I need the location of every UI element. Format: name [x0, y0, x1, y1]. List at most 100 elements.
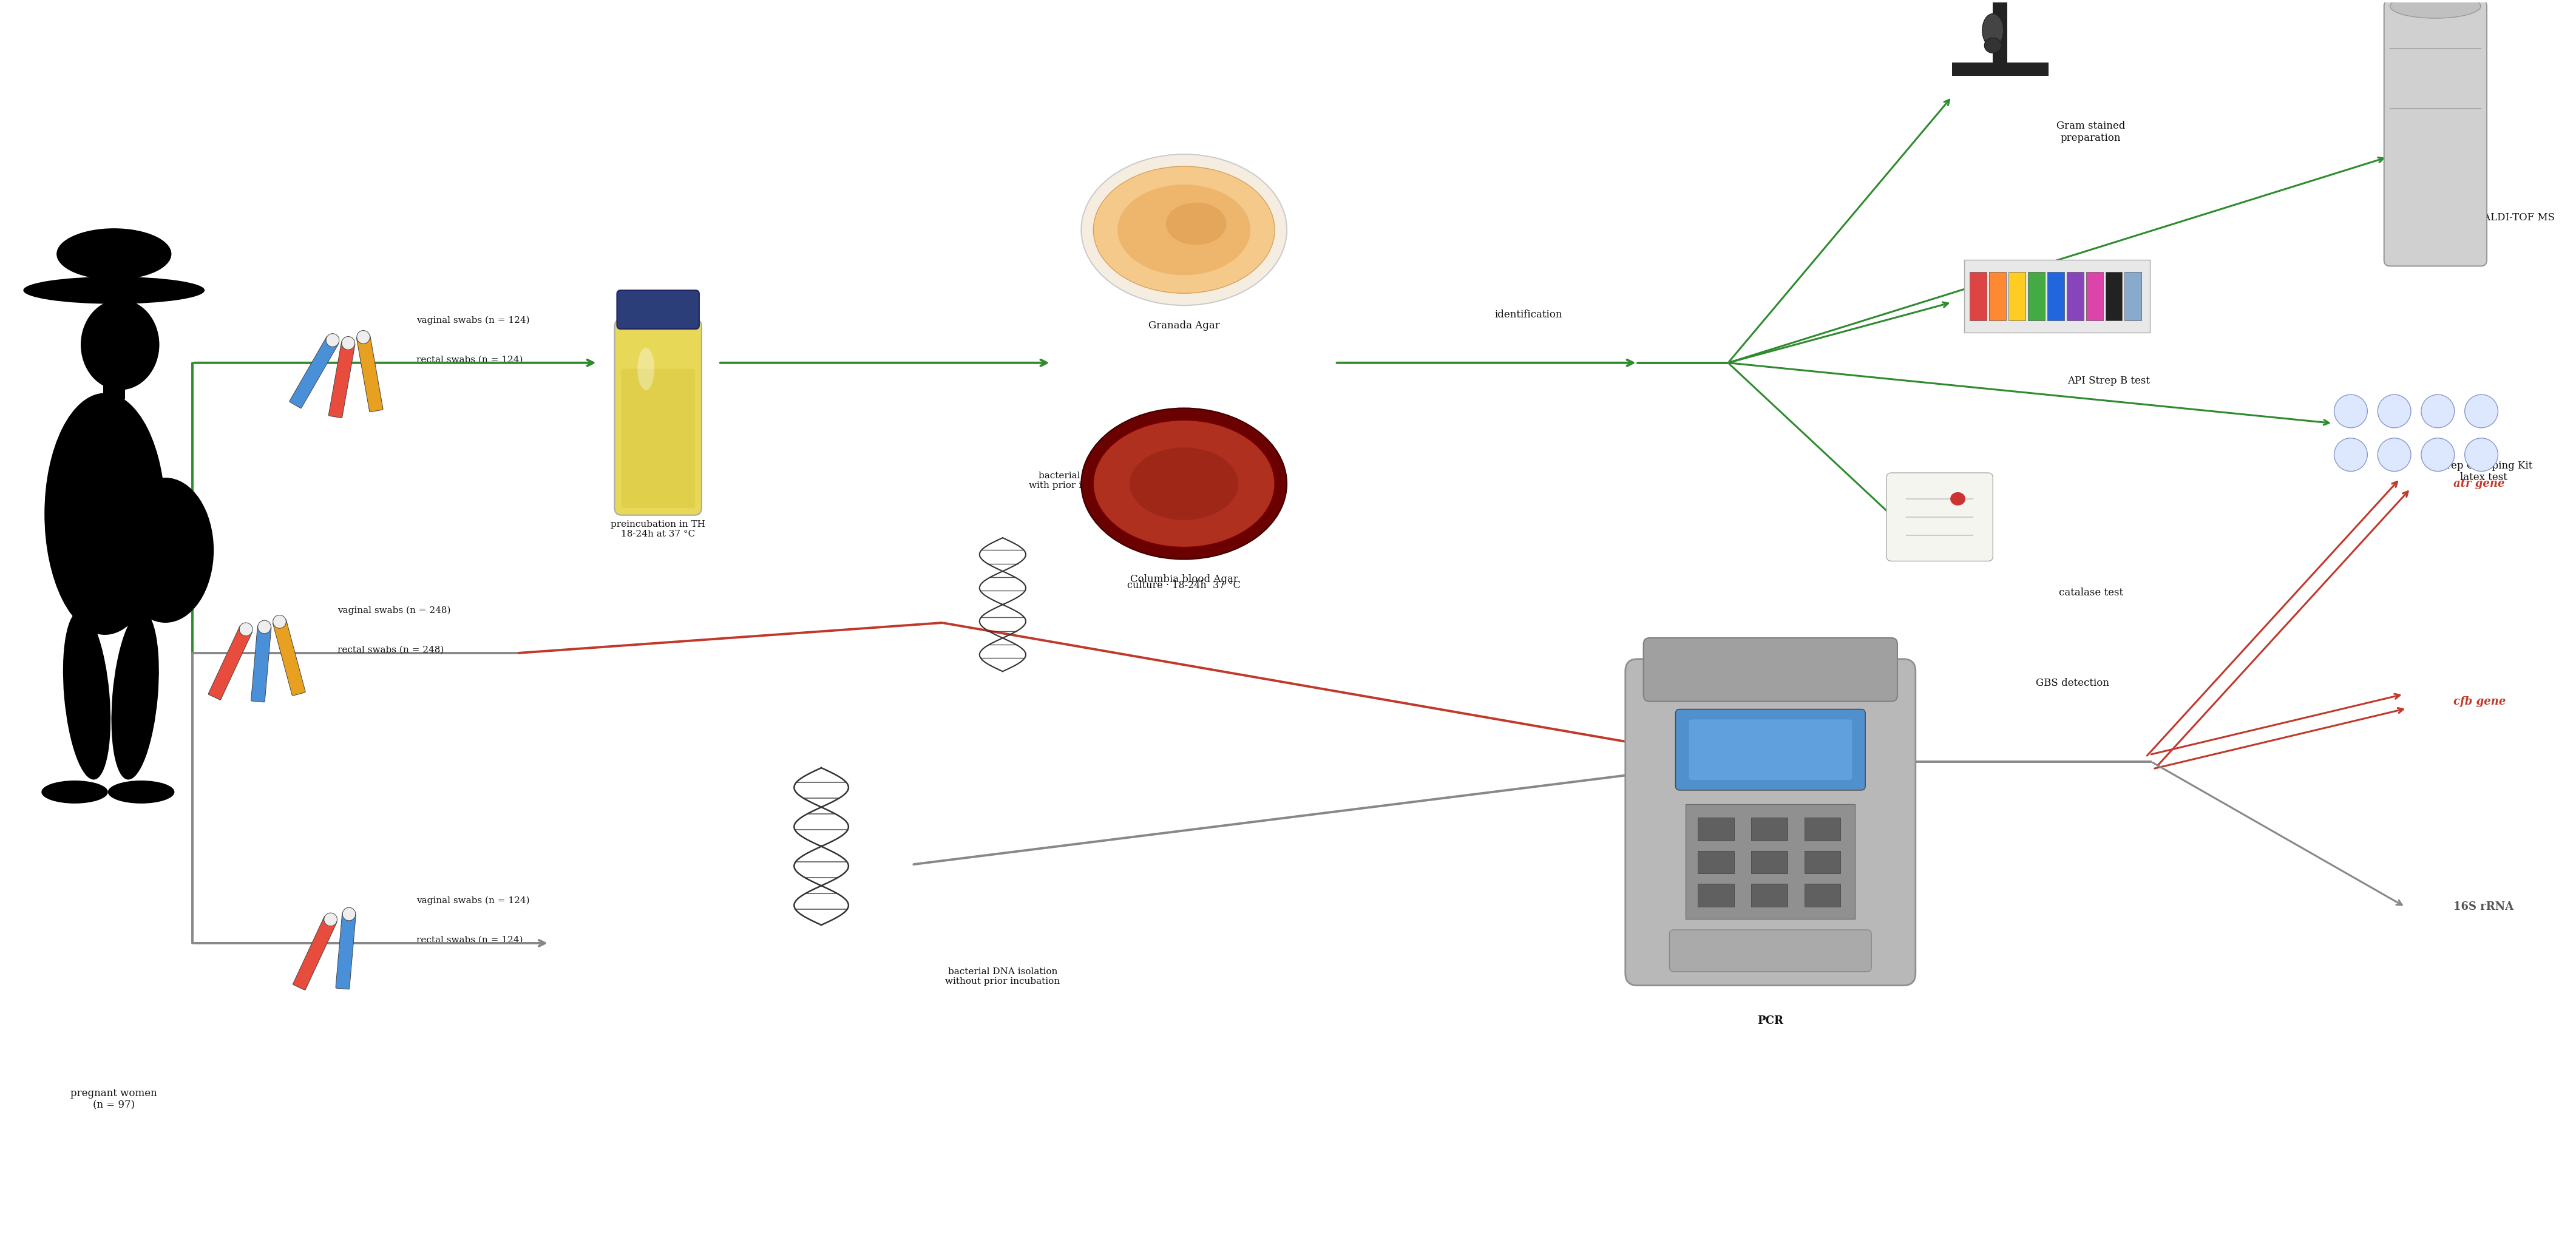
Bar	[2105, 272, 2123, 320]
Text: vaginal swabs (n = 248): vaginal swabs (n = 248)	[337, 606, 451, 615]
Ellipse shape	[41, 780, 108, 804]
Bar	[1803, 885, 1839, 907]
Text: catalase test: catalase test	[2058, 587, 2123, 597]
Bar	[1963, 260, 2151, 333]
Bar	[1685, 804, 1855, 919]
Bar	[1803, 818, 1839, 840]
Bar	[1971, 272, 1986, 320]
Ellipse shape	[258, 620, 270, 634]
FancyBboxPatch shape	[335, 912, 355, 989]
Bar	[1752, 818, 1788, 840]
FancyBboxPatch shape	[330, 341, 355, 418]
Bar	[2066, 272, 2084, 320]
Bar	[2009, 272, 2025, 320]
FancyBboxPatch shape	[621, 369, 696, 508]
FancyBboxPatch shape	[2383, 0, 2486, 266]
Text: Gram stained
preparation: Gram stained preparation	[2056, 121, 2125, 144]
FancyBboxPatch shape	[294, 916, 337, 990]
Text: preincubation in TH
18-24h at 37 °C: preincubation in TH 18-24h at 37 °C	[611, 520, 706, 538]
Text: API Strep B test: API Strep B test	[2069, 375, 2151, 386]
Ellipse shape	[1092, 166, 1275, 294]
FancyBboxPatch shape	[1674, 709, 1865, 790]
Ellipse shape	[2378, 394, 2411, 428]
Ellipse shape	[327, 334, 340, 346]
FancyBboxPatch shape	[618, 290, 698, 329]
FancyBboxPatch shape	[250, 625, 270, 702]
Ellipse shape	[2465, 438, 2499, 471]
Ellipse shape	[1984, 14, 2004, 47]
Text: cfb gene: cfb gene	[2452, 696, 2506, 707]
Ellipse shape	[2391, 0, 2481, 18]
Bar	[2087, 272, 2102, 320]
Ellipse shape	[2378, 438, 2411, 471]
Ellipse shape	[273, 615, 286, 629]
Text: vaginal swabs (n = 124): vaginal swabs (n = 124)	[417, 316, 531, 325]
FancyBboxPatch shape	[1669, 930, 1870, 971]
Ellipse shape	[118, 475, 170, 505]
Ellipse shape	[1118, 184, 1249, 275]
Ellipse shape	[343, 336, 355, 350]
Ellipse shape	[44, 393, 165, 635]
Text: MALDI-TOF MS: MALDI-TOF MS	[2473, 213, 2555, 223]
Text: PCR: PCR	[1757, 1016, 1783, 1027]
Ellipse shape	[1082, 154, 1288, 305]
FancyBboxPatch shape	[355, 335, 384, 412]
Bar	[1803, 851, 1839, 873]
Ellipse shape	[1984, 38, 2002, 53]
Ellipse shape	[111, 611, 160, 780]
Ellipse shape	[343, 907, 355, 921]
Bar	[1698, 851, 1734, 873]
Bar	[2125, 272, 2141, 320]
Bar	[103, 363, 124, 399]
Text: Strep Grouping Kit
latex test: Strep Grouping Kit latex test	[2434, 460, 2532, 483]
Bar	[2027, 272, 2045, 320]
Bar	[2048, 272, 2063, 320]
Ellipse shape	[1167, 203, 1226, 244]
FancyBboxPatch shape	[1625, 659, 1917, 985]
Ellipse shape	[1082, 408, 1288, 559]
Ellipse shape	[240, 622, 252, 636]
Ellipse shape	[2421, 438, 2455, 471]
Text: culture · 18-24h  37 °C: culture · 18-24h 37 °C	[1128, 581, 1242, 591]
FancyBboxPatch shape	[273, 619, 307, 696]
FancyBboxPatch shape	[1886, 472, 1994, 561]
FancyBboxPatch shape	[616, 319, 701, 515]
Text: vaginal swabs (n = 124): vaginal swabs (n = 124)	[417, 896, 531, 905]
Text: rectal swabs (n = 124): rectal swabs (n = 124)	[417, 355, 523, 364]
Text: rectal swabs (n = 124): rectal swabs (n = 124)	[417, 936, 523, 944]
Bar	[1752, 885, 1788, 907]
Bar	[1994, 0, 2007, 76]
FancyBboxPatch shape	[1690, 719, 1852, 780]
Ellipse shape	[23, 277, 204, 304]
Ellipse shape	[2334, 394, 2367, 428]
Text: pregnant women
(n = 97): pregnant women (n = 97)	[70, 1089, 157, 1110]
Text: bacterial DNA isolation
without prior incubation: bacterial DNA isolation without prior in…	[945, 968, 1061, 985]
Bar	[1752, 851, 1788, 873]
Bar	[1989, 272, 2007, 320]
Text: Columbia blood Agar: Columbia blood Agar	[1131, 575, 1239, 585]
Ellipse shape	[325, 913, 337, 926]
Text: Granada Agar: Granada Agar	[1149, 320, 1221, 331]
Ellipse shape	[1950, 493, 1965, 505]
Text: GBS detection: GBS detection	[2035, 678, 2110, 688]
Ellipse shape	[108, 780, 175, 804]
Ellipse shape	[1131, 447, 1239, 520]
Text: identification: identification	[1494, 309, 1564, 320]
Text: bacterial DNA isolation
with prior incubation in TH: bacterial DNA isolation with prior incub…	[1028, 471, 1157, 490]
Text: 16S rRNA: 16S rRNA	[2452, 901, 2514, 912]
FancyBboxPatch shape	[209, 626, 252, 699]
Bar	[1953, 63, 2048, 76]
Ellipse shape	[116, 478, 214, 622]
Bar	[1698, 818, 1734, 840]
Ellipse shape	[1092, 421, 1275, 547]
Ellipse shape	[2465, 394, 2499, 428]
Ellipse shape	[80, 300, 160, 391]
Ellipse shape	[2421, 394, 2455, 428]
Text: rectal swabs (n = 248): rectal swabs (n = 248)	[337, 645, 443, 654]
Text: atr gene: atr gene	[2452, 479, 2504, 489]
Bar	[1698, 885, 1734, 907]
Ellipse shape	[355, 330, 371, 344]
Ellipse shape	[636, 348, 654, 391]
Ellipse shape	[62, 611, 111, 780]
FancyBboxPatch shape	[1643, 638, 1899, 702]
